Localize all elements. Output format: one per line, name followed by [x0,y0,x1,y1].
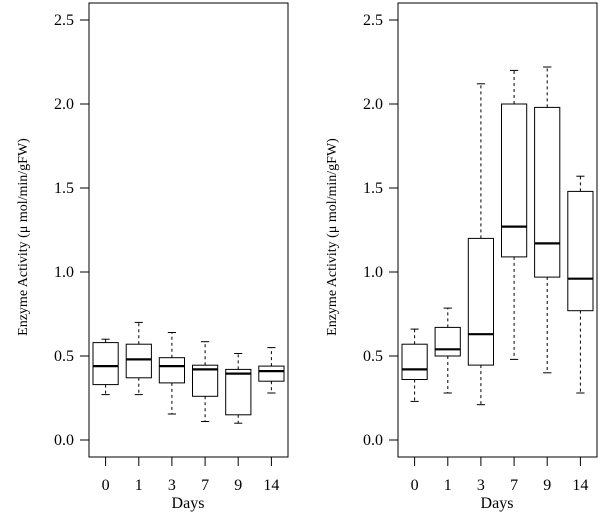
svg-text:0.0: 0.0 [54,432,74,449]
svg-text:2.5: 2.5 [54,12,74,29]
svg-text:0.5: 0.5 [363,348,383,365]
svg-text:7: 7 [201,477,209,494]
svg-text:3: 3 [477,477,485,494]
svg-text:1: 1 [444,477,452,494]
svg-text:1.5: 1.5 [363,180,383,197]
svg-text:2.5: 2.5 [363,12,383,29]
svg-text:Enzyme Activity (μ mol/min/gFW: Enzyme Activity (μ mol/min/gFW) [16,138,31,336]
svg-text:0: 0 [411,477,419,494]
svg-text:1: 1 [135,477,143,494]
svg-text:7: 7 [510,477,518,494]
svg-text:Enzyme Activity (μ mol/min/gFW: Enzyme Activity (μ mol/min/gFW) [325,138,340,336]
svg-text:1.0: 1.0 [363,264,383,281]
svg-text:2.0: 2.0 [363,96,383,113]
svg-text:2.0: 2.0 [54,96,74,113]
svg-text:0.5: 0.5 [54,348,74,365]
svg-text:0: 0 [102,477,110,494]
svg-text:3: 3 [168,477,176,494]
svg-text:Days: Days [481,495,514,512]
svg-text:9: 9 [543,477,551,494]
svg-text:14: 14 [263,477,279,494]
svg-text:14: 14 [572,477,588,494]
svg-text:1.0: 1.0 [54,264,74,281]
svg-text:Days: Days [172,495,205,512]
svg-text:0.0: 0.0 [363,432,383,449]
svg-text:9: 9 [234,477,242,494]
svg-text:1.5: 1.5 [54,180,74,197]
